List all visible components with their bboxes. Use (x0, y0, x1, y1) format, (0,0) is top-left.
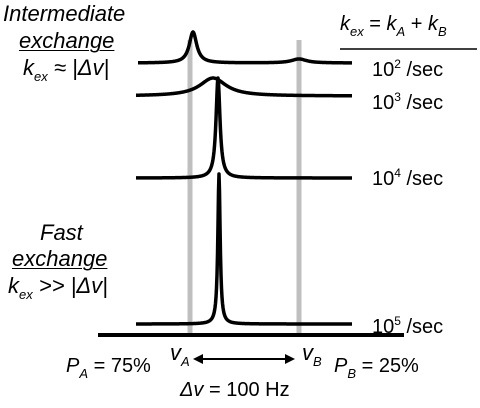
spectrum-rate-1e5 (134, 172, 354, 326)
delta-v-label: Δv = 100 Hz (180, 379, 290, 401)
rate-label-1e5: 105 /sec (372, 314, 444, 338)
fast-condition: kex >> |Δv| (8, 273, 108, 302)
intermediate-exchange-label: exchange (19, 28, 115, 53)
rate-label-1e4: 104 /sec (372, 166, 444, 190)
fast-exchange-label: exchange (12, 246, 108, 271)
vb-label: vB (302, 340, 322, 369)
fast-title: Fast (40, 220, 83, 245)
exchange-rate-equation: kex = kA + kB (340, 13, 447, 39)
population-b: PB = 25% (334, 355, 419, 381)
delta-v-arrow (193, 354, 295, 364)
spectrum-rate-1e3 (134, 76, 354, 98)
intermediate-condition: kex ≈ |Δv| (23, 55, 110, 84)
va-label: vA (170, 340, 190, 369)
population-a: PA = 75% (66, 355, 151, 381)
rate-label-1e3: 103 /sec (372, 90, 444, 114)
spectrum-rate-1e2 (136, 30, 354, 65)
spectrum-rate-1e4 (134, 76, 354, 180)
intermediate-title: Intermediate (3, 1, 126, 26)
rate-label-1e2: 102 /sec (372, 57, 444, 81)
